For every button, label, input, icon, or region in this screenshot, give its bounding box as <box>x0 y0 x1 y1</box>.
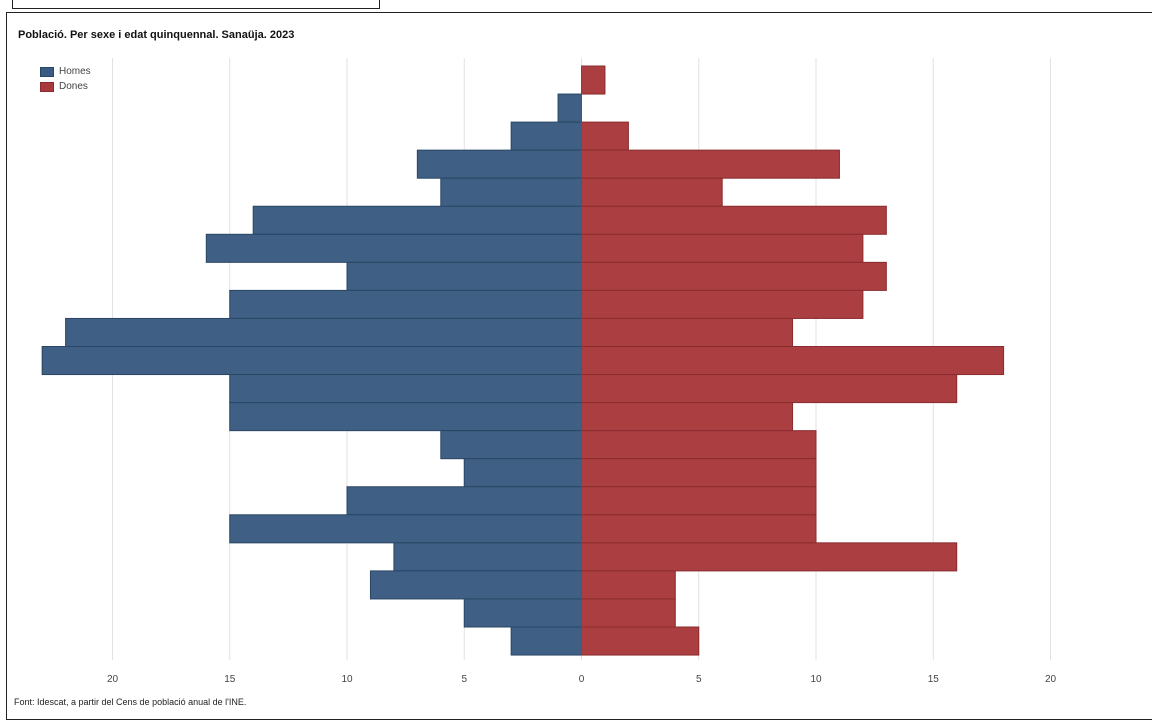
x-tick-label: 20 <box>107 674 119 685</box>
bar-homes[interactable] <box>463 458 582 488</box>
x-tick-label: 10 <box>341 674 353 685</box>
bar-homes[interactable] <box>440 177 582 207</box>
bar-dones[interactable] <box>581 402 794 432</box>
legend-label-homes: Homes <box>59 66 91 77</box>
bar-homes[interactable] <box>229 289 582 319</box>
x-tick-label: 0 <box>579 674 585 685</box>
x-tick-label: 20 <box>1045 674 1057 685</box>
legend-label-dones: Dones <box>59 81 88 92</box>
x-tick-label: 5 <box>696 674 702 685</box>
bar-dones[interactable] <box>581 261 887 291</box>
bar-dones[interactable] <box>581 430 817 460</box>
bar-dones[interactable] <box>581 121 629 151</box>
bar-dones[interactable] <box>581 542 958 572</box>
bar-homes[interactable] <box>41 346 582 376</box>
bar-homes[interactable] <box>252 205 582 235</box>
bar-dones[interactable] <box>581 65 606 95</box>
bar-homes[interactable] <box>229 402 582 432</box>
x-tick-label: 15 <box>928 674 940 685</box>
bar-dones[interactable] <box>581 570 676 600</box>
series-dones <box>581 65 1005 656</box>
legend-item-homes[interactable]: Homes <box>40 64 91 79</box>
bar-dones[interactable] <box>581 374 958 404</box>
bar-homes[interactable] <box>346 486 582 516</box>
bar-dones[interactable] <box>581 458 817 488</box>
bar-homes[interactable] <box>346 261 582 291</box>
chart-title: Població. Per sexe i edat quinquennal. S… <box>18 29 295 41</box>
bar-dones[interactable] <box>581 346 1005 376</box>
bar-dones[interactable] <box>581 626 700 656</box>
chart-source-note: Font: Idescat, a partir del Cens de pobl… <box>14 697 247 707</box>
bar-dones[interactable] <box>581 289 864 319</box>
bar-homes[interactable] <box>557 93 582 123</box>
bar-dones[interactable] <box>581 177 723 207</box>
series-homes <box>41 93 583 656</box>
x-tick-label: 10 <box>810 674 822 685</box>
x-tick-label: 15 <box>224 674 236 685</box>
bar-homes[interactable] <box>510 121 582 151</box>
bar-dones[interactable] <box>581 149 840 179</box>
bar-homes[interactable] <box>229 514 582 544</box>
bar-homes[interactable] <box>510 626 582 656</box>
legend-swatch-dones <box>40 81 54 92</box>
bar-homes[interactable] <box>440 430 582 460</box>
bar-homes[interactable] <box>393 542 582 572</box>
x-axis-ticks: 20 15 10 5 0 5 10 15 20 <box>107 674 1057 685</box>
bar-dones[interactable] <box>581 486 817 516</box>
bar-dones[interactable] <box>581 317 794 348</box>
legend-swatch-homes <box>40 66 54 77</box>
bar-homes[interactable] <box>229 374 582 404</box>
bar-homes[interactable] <box>205 233 583 263</box>
bar-homes[interactable] <box>463 598 582 628</box>
legend-item-dones[interactable]: Dones <box>40 79 91 94</box>
bar-dones[interactable] <box>581 514 817 544</box>
bar-dones[interactable] <box>581 233 864 263</box>
bar-homes[interactable] <box>416 149 582 179</box>
bar-dones[interactable] <box>581 205 887 235</box>
bar-homes[interactable] <box>65 317 583 348</box>
top-tab-outline <box>12 0 380 9</box>
bar-dones[interactable] <box>581 598 676 628</box>
bar-homes[interactable] <box>369 570 583 600</box>
x-tick-label: 5 <box>461 674 467 685</box>
chart-legend: Homes Dones <box>40 64 91 94</box>
